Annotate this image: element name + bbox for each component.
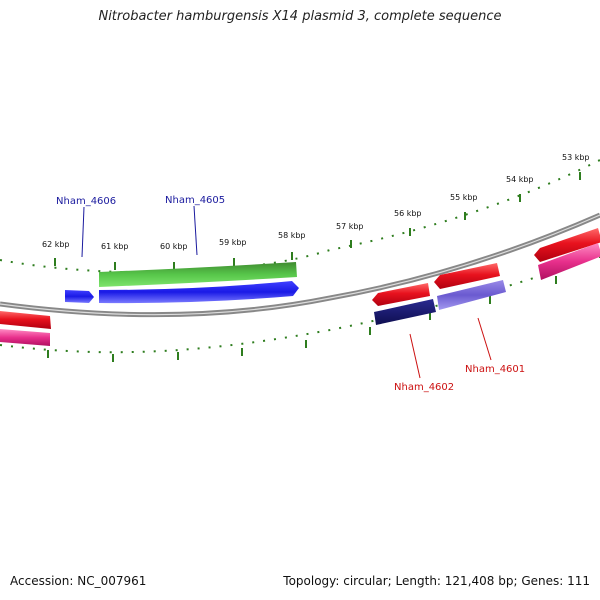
backbone-arc-highlight [0,214,600,316]
gene-navy[interactable] [374,299,436,325]
tick-label-61: 61 kbp [101,242,129,251]
tick-label-56: 56 kbp [394,209,422,218]
gene-red-outer-3[interactable] [534,228,600,262]
accession-text: Accession: NC_007961 [10,574,147,588]
sequence-summary: Topology: circular; Length: 121,408 bp; … [283,574,590,588]
map-title: Nitrobacter hamburgensis X14 plasmid 3, … [98,9,502,24]
gene-pink-right[interactable] [538,243,600,280]
tick-label-54: 54 kbp [506,175,534,184]
gene-label-nham-4605[interactable]: Nham_4605 [165,195,225,206]
gene-label-nham-4602[interactable]: Nham_4602 [394,382,454,393]
major-ticks [47,172,600,362]
gene-red-outer-2[interactable] [434,263,500,289]
tick-label-57: 57 kbp [336,222,364,231]
gene-pink-left[interactable] [0,329,50,346]
tick-label-62: 62 kbp [42,240,70,249]
gene-red-outer-1[interactable] [372,283,430,306]
leader-nham-4605 [193,205,198,256]
leader-nham-4601 [477,317,492,361]
gene-label-nham-4601[interactable]: Nham_4601 [465,364,525,375]
gene-green-large[interactable] [99,262,297,287]
gene-label-nham-4606[interactable]: Nham_4606 [56,196,116,207]
tick-label-58: 58 kbp [278,231,306,240]
tick-label-60: 60 kbp [160,242,188,251]
leader-nham-4606 [81,206,85,258]
gene-red-left[interactable] [0,311,51,329]
leader-nham-4602 [409,333,421,379]
tick-label-53: 53 kbp [562,153,590,162]
tick-label-59: 59 kbp [219,238,247,247]
tick-label-55: 55 kbp [450,193,478,202]
gene-blue-large[interactable] [99,281,299,304]
gene-lavender[interactable] [437,280,506,310]
gene-blue-small[interactable] [65,290,94,303]
inner-tick-ring [0,254,600,354]
